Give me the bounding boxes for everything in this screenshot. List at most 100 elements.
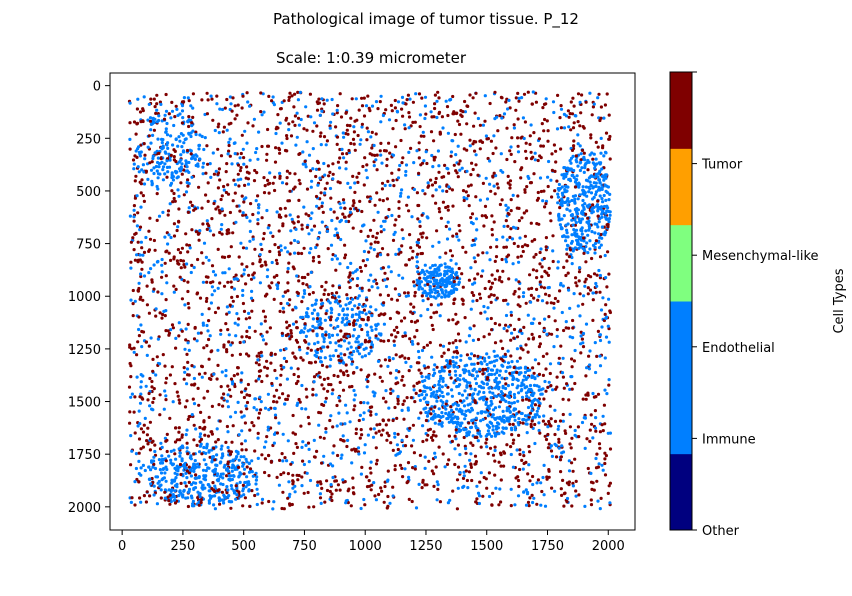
tumor-point [427, 459, 431, 463]
immune-point [541, 199, 545, 203]
immune-point [462, 474, 466, 478]
tumor-point [528, 411, 533, 415]
tumor-point [284, 397, 288, 401]
tumor-point [595, 354, 599, 358]
immune-point [234, 449, 238, 453]
tumor-point [289, 462, 293, 466]
immune-point [585, 366, 589, 370]
immune-point [228, 95, 232, 99]
tumor-point [489, 245, 493, 249]
immune-point [598, 216, 602, 221]
immune-point [415, 255, 419, 259]
tumor-point [394, 382, 398, 386]
immune-point [593, 426, 598, 430]
tumor-point [553, 319, 557, 323]
tumor-point [603, 457, 607, 461]
tumor-point [144, 500, 148, 504]
immune-point [430, 153, 434, 158]
tumor-point [501, 359, 505, 363]
immune-point [146, 118, 150, 122]
tumor-point [178, 401, 182, 405]
tumor-point [229, 280, 233, 284]
immune-point [330, 257, 334, 261]
immune-point [470, 418, 474, 422]
tumor-point [203, 371, 207, 375]
immune-point [198, 435, 202, 439]
immune-point [156, 259, 160, 264]
tumor-point [148, 216, 152, 220]
tumor-point [217, 488, 221, 492]
immune-point [462, 427, 466, 431]
tumor-point [368, 466, 372, 470]
tumor-point [407, 356, 411, 361]
tumor-point [570, 112, 575, 116]
tumor-point [271, 234, 275, 238]
immune-point [302, 205, 306, 209]
tumor-point [380, 489, 384, 493]
tumor-point [432, 472, 436, 476]
tumor-point [341, 439, 345, 443]
immune-point [343, 422, 347, 426]
immune-point [141, 163, 145, 167]
tumor-point [145, 433, 149, 437]
tumor-point [186, 417, 190, 421]
tumor-point [579, 158, 583, 162]
immune-point [440, 366, 444, 370]
immune-point [348, 186, 352, 190]
immune-point [156, 187, 160, 191]
tumor-point [140, 178, 144, 182]
tumor-point [476, 173, 480, 177]
tumor-point [138, 225, 143, 229]
tumor-point [273, 160, 278, 164]
immune-point [146, 145, 150, 149]
immune-point [424, 410, 428, 415]
immune-point [189, 454, 193, 458]
tumor-point [538, 250, 542, 255]
tumor-point [512, 327, 517, 332]
tumor-point [349, 116, 353, 120]
immune-point [596, 225, 600, 229]
immune-point [507, 325, 511, 329]
immune-point [589, 191, 594, 195]
immune-point [580, 238, 584, 242]
tumor-point [482, 335, 486, 339]
immune-point [149, 336, 153, 340]
tumor-point [285, 134, 289, 138]
tumor-point [196, 257, 200, 262]
tumor-point [343, 243, 347, 247]
immune-point [354, 97, 358, 101]
tumor-point [531, 268, 536, 272]
tumor-point [484, 441, 488, 445]
tumor-point [253, 449, 257, 453]
immune-point [486, 306, 490, 310]
tumor-point [250, 421, 254, 425]
tumor-point [490, 214, 494, 218]
immune-point [189, 104, 193, 108]
immune-point [467, 369, 471, 373]
immune-point [513, 428, 518, 432]
tumor-point [311, 259, 315, 263]
tumor-point [532, 172, 536, 176]
immune-point [376, 286, 380, 290]
immune-point [575, 174, 579, 178]
immune-point [142, 170, 146, 174]
tumor-point [546, 139, 550, 143]
immune-point [423, 263, 427, 267]
immune-point [300, 445, 304, 449]
tumor-point [375, 423, 379, 427]
immune-point [483, 310, 487, 314]
immune-point [192, 504, 196, 508]
tumor-point [296, 478, 300, 482]
tumor-point [264, 263, 268, 267]
tumor-point [502, 245, 506, 249]
tumor-point [265, 330, 269, 334]
immune-point [279, 248, 283, 252]
tumor-point [402, 417, 406, 421]
tumor-point [449, 154, 453, 158]
tumor-point [360, 317, 364, 321]
immune-point [454, 153, 458, 157]
tumor-point [288, 171, 292, 175]
tumor-point [567, 255, 572, 259]
immune-point [511, 374, 515, 378]
tumor-point [300, 223, 304, 227]
